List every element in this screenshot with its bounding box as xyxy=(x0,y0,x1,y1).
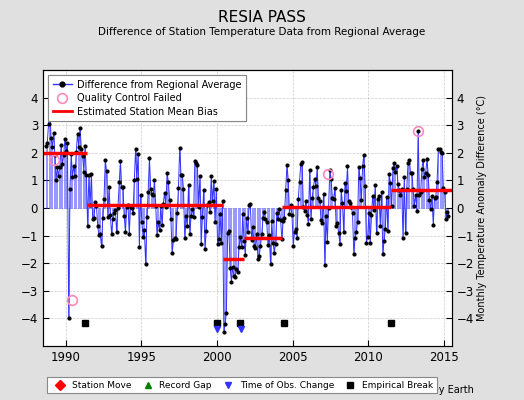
Y-axis label: Monthly Temperature Anomaly Difference (°C): Monthly Temperature Anomaly Difference (… xyxy=(477,95,487,321)
Legend: Station Move, Record Gap, Time of Obs. Change, Empirical Break: Station Move, Record Gap, Time of Obs. C… xyxy=(48,377,437,394)
Text: Difference of Station Temperature Data from Regional Average: Difference of Station Temperature Data f… xyxy=(99,27,425,37)
Legend: Difference from Regional Average, Quality Control Failed, Estimated Station Mean: Difference from Regional Average, Qualit… xyxy=(48,75,246,121)
Text: RESIA PASS: RESIA PASS xyxy=(218,10,306,25)
Text: Berkeley Earth: Berkeley Earth xyxy=(402,385,474,395)
